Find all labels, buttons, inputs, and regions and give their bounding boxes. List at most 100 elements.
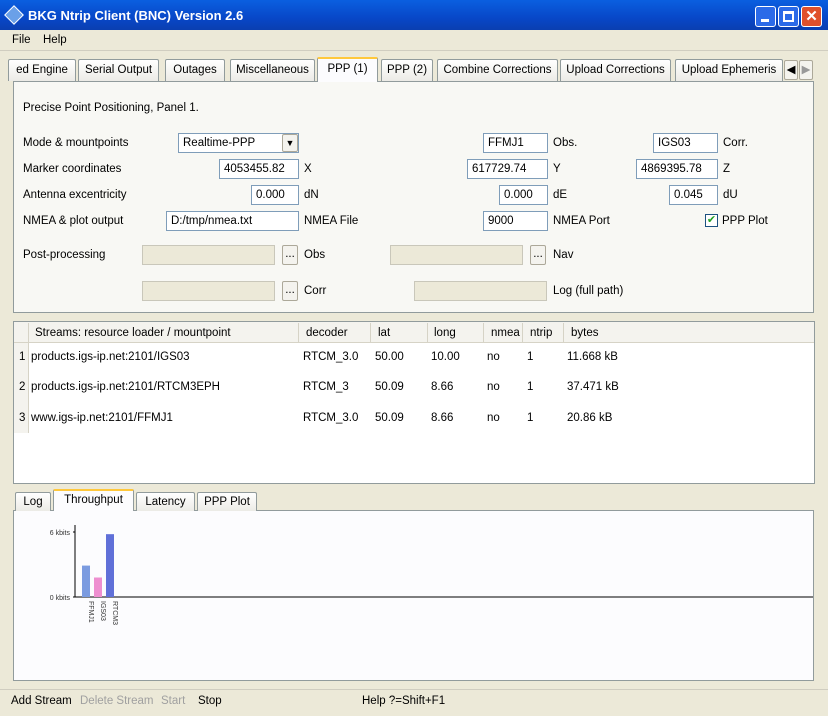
x-tick-label: IGS03 [99,601,106,621]
table-cell[interactable]: 1 [527,381,534,393]
disabled-input [142,281,275,301]
field-label: Precise Point Positioning, Panel 1. [23,102,199,114]
field-label: Log (full path) [553,285,624,297]
table-cell[interactable]: 50.09 [375,381,404,393]
row-header [14,343,29,433]
maximize-button[interactable] [778,6,799,27]
bottom-tab[interactable]: Latency [136,492,195,511]
tab[interactable]: Serial Output [78,59,159,81]
field-label: dN [304,189,319,201]
tab-scroll-right[interactable]: ▶ [799,60,813,80]
x-tick-label: RTCM3 [111,601,118,625]
text-input[interactable]: 0.045 [669,185,718,205]
column-header[interactable]: bytes [571,327,599,339]
close-button[interactable]: ✕ [801,6,822,27]
text-input[interactable]: 4053455.82 [219,159,299,179]
column-header[interactable]: lat [378,327,391,339]
table-cell[interactable]: 20.86 kB [567,412,613,424]
table-cell[interactable]: 1 [527,412,534,424]
status-action[interactable]: Delete Stream [80,695,154,707]
column-header[interactable]: Streams: resource loader / mountpoint [35,327,231,339]
disabled-input [414,281,547,301]
browse-button[interactable]: ... [282,281,298,301]
table-cell[interactable]: no [487,351,500,363]
table-cell[interactable]: no [487,412,500,424]
tab[interactable]: ed Engine [8,59,76,81]
column-divider [563,323,564,342]
throughput-panel [13,510,814,681]
tab-scroll-left[interactable]: ◀ [784,60,798,80]
bottom-tab[interactable]: Throughput [53,489,134,511]
text-input[interactable]: 0.000 [251,185,299,205]
tab[interactable]: PPP (1) [317,57,378,82]
status-action[interactable]: Stop [198,695,222,707]
ppp-plot-checkbox[interactable]: ✔ [705,214,718,227]
row-number: 1 [19,351,26,363]
field-label: Mode & mountpoints [23,137,129,149]
column-divider [298,323,299,342]
table-cell[interactable]: products.igs-ip.net:2101/IGS03 [31,351,190,363]
table-cell[interactable]: 37.471 kB [567,381,619,393]
table-cell[interactable]: 8.66 [431,412,454,424]
x-tick-label: FFMJ1 [87,601,94,623]
column-header[interactable]: decoder [306,327,348,339]
table-cell[interactable]: www.igs-ip.net:2101/FFMJ1 [31,412,173,424]
row-number: 3 [19,412,26,424]
text-input[interactable]: D:/tmp/nmea.txt [166,211,299,231]
column-header[interactable]: long [434,327,456,339]
field-label: Corr. [723,137,748,149]
table-cell[interactable]: 50.00 [375,351,404,363]
bar [94,577,102,597]
bottom-tab[interactable]: PPP Plot [197,492,257,511]
y-tick-label: 6 kbits [50,530,71,537]
column-divider [427,323,428,342]
status-action[interactable]: Add Stream [11,695,72,707]
table-cell[interactable]: 11.668 kB [567,351,618,363]
menu-item[interactable]: File [12,34,31,46]
tab[interactable]: Upload Corrections [560,59,671,81]
field-label: Antenna excentricity [23,189,127,201]
tab[interactable]: PPP (2) [381,59,433,81]
text-input[interactable]: FFMJ1 [483,133,548,153]
table-cell[interactable]: products.igs-ip.net:2101/RTCM3EPH [31,381,220,393]
text-input[interactable]: 9000 [483,211,548,231]
status-action[interactable]: Start [161,695,186,707]
tab[interactable]: Outages [165,59,225,81]
field-label: dU [723,189,738,201]
table-cell[interactable]: RTCM_3 [303,381,349,393]
table-cell[interactable]: 1 [527,351,534,363]
status-help: Help ?=Shift+F1 [362,695,446,707]
table-cell[interactable]: 8.66 [431,381,454,393]
text-input[interactable]: 4869395.78 [636,159,718,179]
text-input[interactable]: IGS03 [653,133,718,153]
field-label: Nav [553,249,574,261]
table-cell[interactable]: no [487,381,500,393]
disabled-input [390,245,523,265]
tab[interactable]: Upload Ephemeris [675,59,783,81]
field-label: X [304,163,312,175]
throughput-chart: 0 kbits 6 kbits FFMJ1 IGS03 RTCM3 [50,525,813,625]
column-divider [370,323,371,342]
table-cell[interactable]: RTCM_3.0 [303,351,359,363]
tab[interactable]: Miscellaneous [230,59,315,81]
field-label: NMEA Port [553,215,610,227]
column-header[interactable]: nmea [491,327,520,339]
status-separator [0,689,828,690]
text-input[interactable]: 617729.74 [467,159,548,179]
tab[interactable]: Combine Corrections [437,59,558,81]
minimize-button[interactable] [755,6,776,27]
bottom-tab[interactable]: Log [15,492,51,511]
table-cell[interactable]: RTCM_3.0 [303,412,359,424]
mode-combo[interactable]: Realtime-PPP [178,133,299,153]
table-cell[interactable]: 50.09 [375,412,404,424]
table-cell[interactable]: 10.00 [431,351,460,363]
field-label: NMEA File [304,215,359,227]
column-header[interactable]: ntrip [530,327,553,339]
text-input[interactable]: 0.000 [499,185,548,205]
combo-arrow[interactable]: ▼ [282,134,298,152]
menu-bar [0,30,828,51]
browse-button[interactable]: ... [530,245,546,265]
browse-button[interactable]: ... [282,245,298,265]
menu-item[interactable]: Help [43,34,67,46]
